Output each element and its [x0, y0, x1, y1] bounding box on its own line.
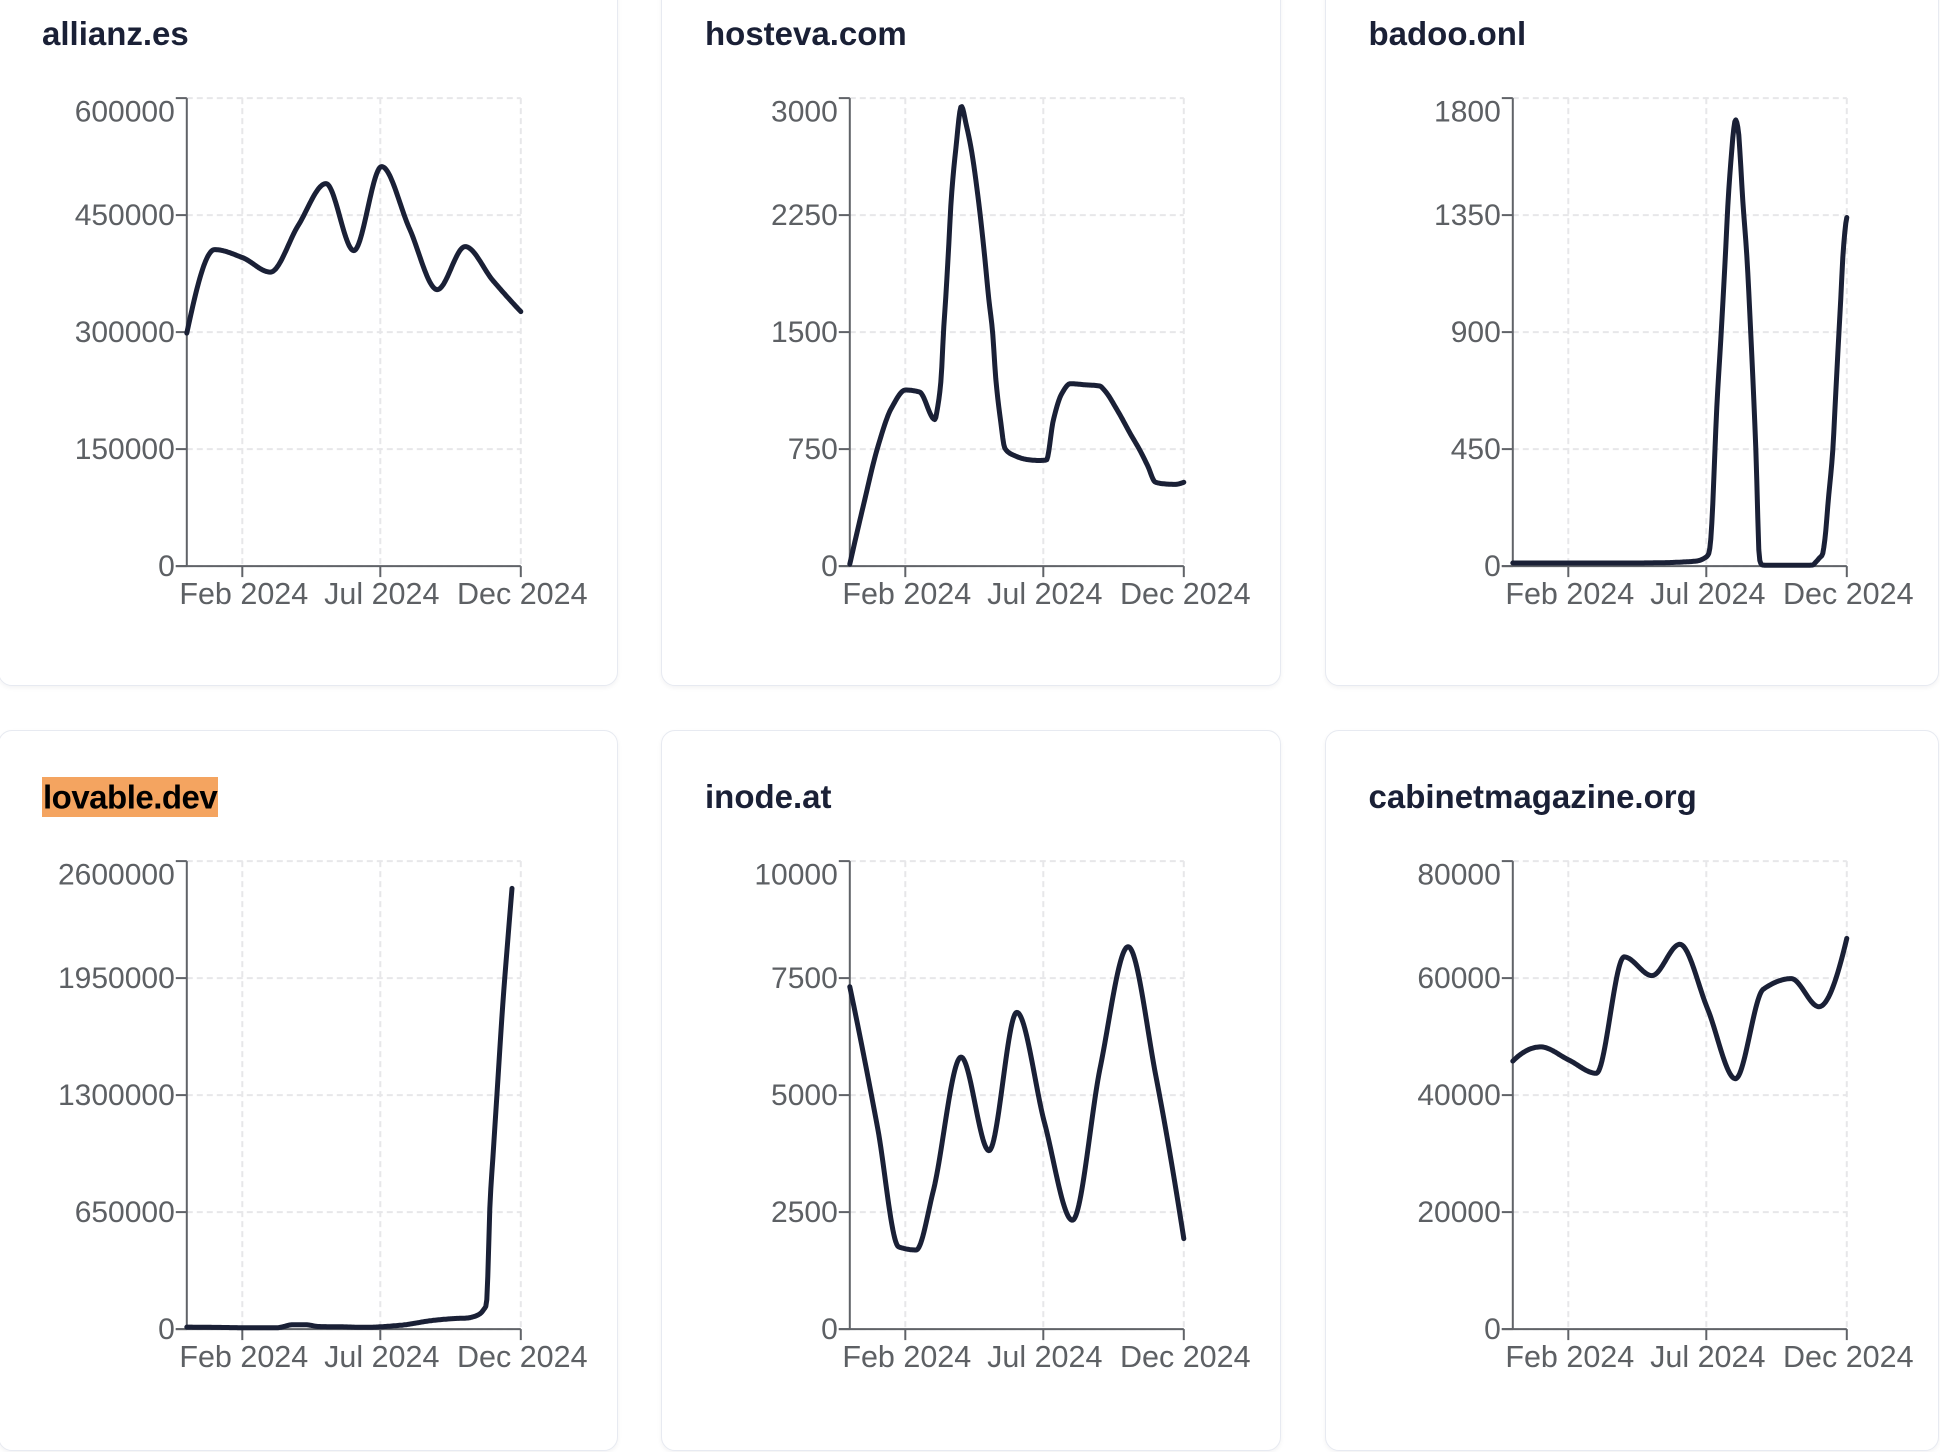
svg-text:Feb 2024: Feb 2024	[1505, 577, 1634, 611]
svg-text:0: 0	[1484, 1312, 1501, 1345]
svg-text:Feb 2024: Feb 2024	[179, 577, 308, 611]
svg-text:Jul 2024: Jul 2024	[987, 1340, 1102, 1374]
svg-text:Dec 2024: Dec 2024	[1120, 1340, 1251, 1374]
svg-text:Dec 2024: Dec 2024	[1120, 577, 1251, 611]
svg-text:0: 0	[1484, 549, 1501, 582]
svg-text:Dec 2024: Dec 2024	[457, 1340, 588, 1374]
svg-text:450000: 450000	[74, 198, 174, 231]
svg-text:600000: 600000	[74, 95, 174, 128]
svg-text:1800: 1800	[1434, 95, 1501, 128]
svg-text:Jul 2024: Jul 2024	[1650, 577, 1765, 611]
svg-text:900: 900	[1451, 315, 1501, 348]
svg-text:Feb 2024: Feb 2024	[842, 577, 971, 611]
svg-text:Feb 2024: Feb 2024	[1505, 1340, 1634, 1374]
svg-text:0: 0	[158, 1312, 175, 1345]
svg-text:1350: 1350	[1434, 198, 1501, 231]
svg-text:Dec 2024: Dec 2024	[1783, 577, 1914, 611]
svg-text:60000: 60000	[1417, 961, 1500, 994]
svg-text:40000: 40000	[1417, 1078, 1500, 1111]
svg-text:650000: 650000	[74, 1195, 174, 1228]
svg-text:0: 0	[158, 549, 175, 582]
svg-text:1500: 1500	[771, 315, 838, 348]
svg-text:Dec 2024: Dec 2024	[457, 577, 588, 611]
svg-text:0: 0	[821, 1312, 838, 1345]
svg-text:2600000: 2600000	[58, 858, 175, 891]
svg-text:750: 750	[787, 432, 837, 465]
svg-text:Jul 2024: Jul 2024	[324, 1340, 439, 1374]
svg-text:300000: 300000	[74, 315, 174, 348]
svg-text:2250: 2250	[771, 198, 838, 231]
svg-text:7500: 7500	[771, 961, 838, 994]
svg-text:0: 0	[821, 549, 838, 582]
svg-text:2500: 2500	[771, 1195, 838, 1228]
svg-text:450: 450	[1451, 432, 1501, 465]
svg-text:3000: 3000	[771, 95, 838, 128]
svg-text:10000: 10000	[754, 858, 837, 891]
svg-text:Jul 2024: Jul 2024	[1650, 1340, 1765, 1374]
svg-text:80000: 80000	[1417, 858, 1500, 891]
svg-text:150000: 150000	[74, 432, 174, 465]
svg-text:20000: 20000	[1417, 1195, 1500, 1228]
svg-text:5000: 5000	[771, 1078, 838, 1111]
svg-text:Dec 2024: Dec 2024	[1783, 1340, 1914, 1374]
svg-text:1950000: 1950000	[58, 961, 175, 994]
svg-text:1300000: 1300000	[58, 1078, 175, 1111]
svg-text:Feb 2024: Feb 2024	[842, 1340, 971, 1374]
svg-text:Jul 2024: Jul 2024	[987, 577, 1102, 611]
svg-text:Feb 2024: Feb 2024	[179, 1340, 308, 1374]
svg-text:Jul 2024: Jul 2024	[324, 577, 439, 611]
